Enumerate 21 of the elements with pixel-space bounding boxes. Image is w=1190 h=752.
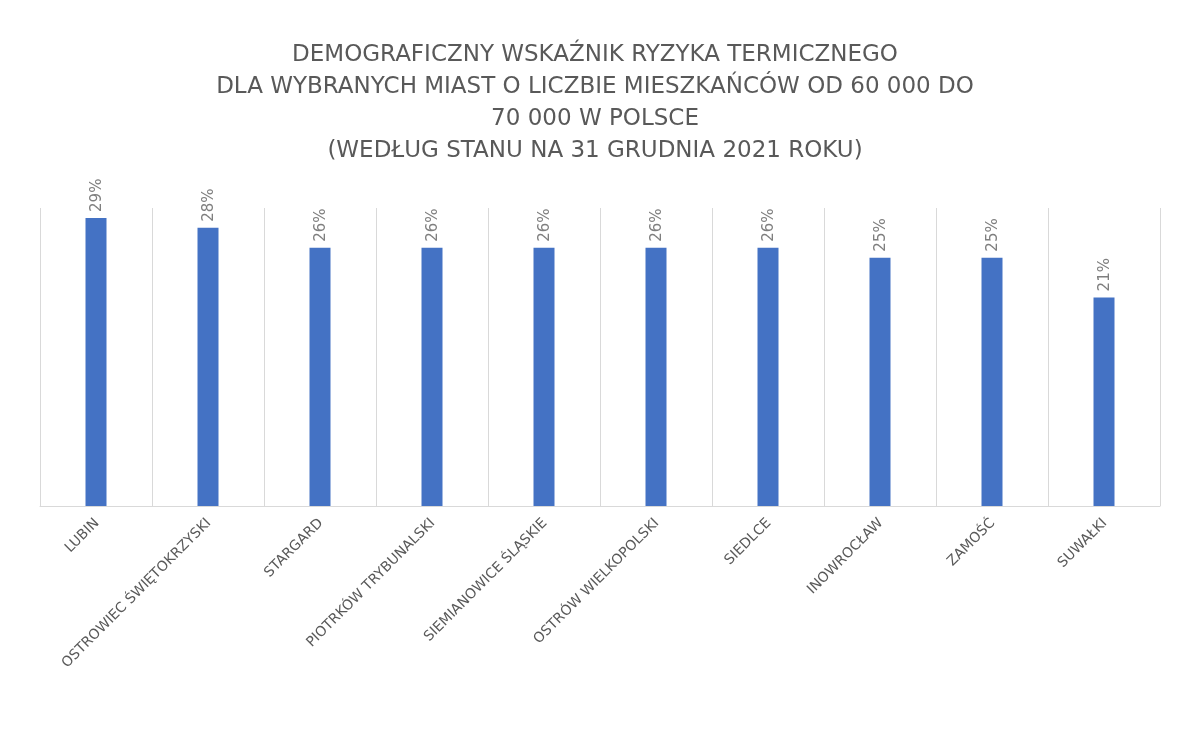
bar: [645, 247, 667, 506]
data-label: 25%: [983, 218, 1001, 252]
data-label: 21%: [1095, 258, 1113, 292]
bar: [757, 247, 779, 506]
bar: [309, 247, 331, 506]
data-label: 26%: [647, 208, 665, 242]
bar: [1093, 297, 1115, 506]
bar: [197, 227, 219, 506]
bar: [981, 257, 1003, 506]
bar: [869, 257, 891, 506]
data-label: 26%: [759, 208, 777, 242]
bar: [85, 217, 107, 506]
data-label: 25%: [871, 218, 889, 252]
data-label: 26%: [423, 208, 441, 242]
bar: [533, 247, 555, 506]
bar: [421, 247, 443, 506]
chart-title: DEMOGRAFICZNY WSKAŹNIK RYZYKA TERMICZNEGO DLA WYBRANYCH MIAST O LICZBIE MIESZKAŃCÓW OD 60 000 DO 70 000 W POLSCE (WEDŁUG STANU NA 31 GRUDNIA 2021 ROKU): [216, 39, 974, 162]
data-label: 26%: [535, 208, 553, 242]
data-label: 26%: [311, 208, 329, 242]
data-label: 29%: [87, 178, 105, 212]
data-label: 28%: [199, 188, 217, 222]
